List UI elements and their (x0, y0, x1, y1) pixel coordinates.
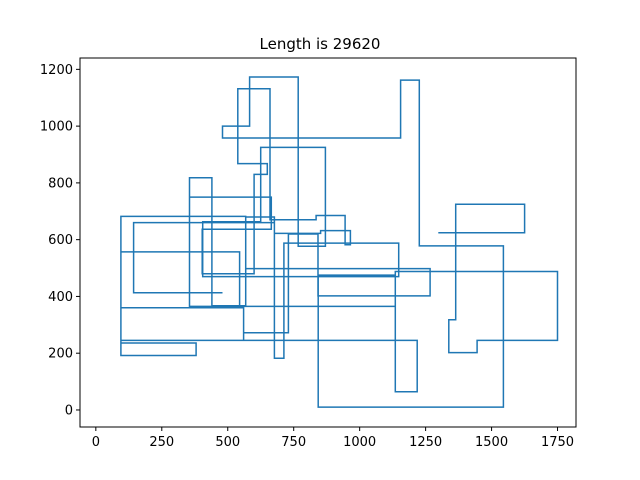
y-tick-label: 600 (48, 233, 73, 248)
x-tick-label: 1250 (409, 435, 442, 450)
x-tick-label: 250 (149, 435, 174, 450)
chart-title: Length is 29620 (260, 35, 381, 53)
x-tick-label: 1000 (343, 435, 376, 450)
x-tick-label: 1500 (475, 435, 508, 450)
y-tick-label: 1000 (40, 120, 73, 135)
x-tick-label: 1750 (541, 435, 574, 450)
axes-layer: 0 250 500 750 1000 1250 1500 1750 0 200 400 600 800 1… (40, 57, 577, 450)
y-tick-label: 400 (48, 290, 73, 305)
y-tick-label: 1200 (40, 63, 73, 78)
series-layer (120, 76, 559, 408)
x-tick-label: 0 (92, 435, 100, 450)
series-line-0 (120, 76, 559, 408)
x-tick-label: 750 (281, 435, 306, 450)
y-tick-label: 0 (65, 403, 73, 418)
x-tick-label: 500 (215, 435, 240, 450)
y-tick-label: 800 (48, 176, 73, 191)
y-tick-label: 200 (48, 347, 73, 362)
axes-frame (79, 57, 577, 428)
